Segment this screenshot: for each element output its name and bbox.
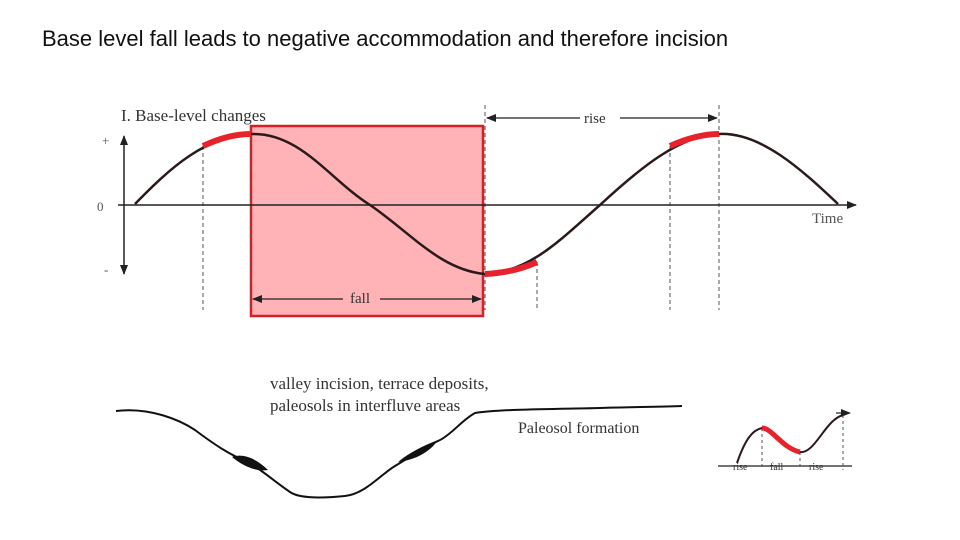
inset-curve — [736, 414, 844, 464]
terrace-deposit — [232, 455, 268, 471]
y-minus-label: - — [104, 262, 108, 277]
guide-lines — [202, 105, 720, 310]
panel-title: I. Base-level changes — [121, 106, 266, 125]
valley-caption-line2: paleosols in interfluve areas — [270, 396, 460, 415]
fall-label: fall — [350, 291, 370, 307]
valley-caption-line1: valley incision, terrace deposits, — [270, 374, 489, 393]
paleosol-label: Paleosol formation — [518, 420, 639, 437]
rise-label: rise — [584, 111, 606, 127]
y-plus-label: + — [102, 133, 109, 148]
terrace-deposit — [398, 440, 438, 462]
time-axis-label: Time — [812, 211, 843, 227]
fall-highlight-box — [249, 124, 485, 318]
inset-diagram: rise fall rise — [718, 409, 852, 473]
valley-profile — [115, 405, 683, 499]
highlight-segment — [201, 131, 252, 149]
base-level-curve — [134, 132, 839, 276]
inset-rise-right-label: rise — [809, 462, 824, 473]
inset-fall-label: fall — [770, 462, 784, 473]
inset-rise-left-label: rise — [733, 462, 748, 473]
inset-highlight — [761, 425, 801, 455]
y-zero-label: 0 — [97, 199, 104, 214]
highlight-segment — [668, 131, 720, 149]
slide-title: Base level fall leads to negative accomm… — [42, 26, 729, 51]
highlight-segment — [484, 259, 539, 277]
